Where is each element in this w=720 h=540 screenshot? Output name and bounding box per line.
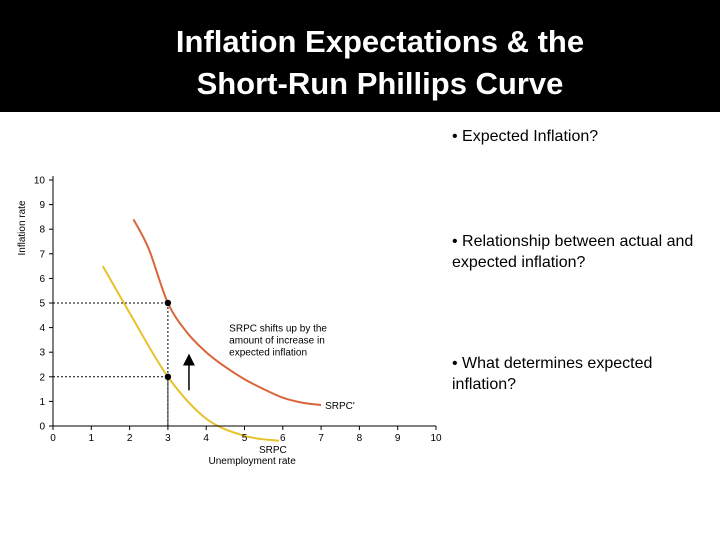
y-tick-label: 7 bbox=[39, 249, 45, 260]
shift-annotation: SRPC shifts up by the amount of increase … bbox=[229, 323, 327, 358]
y-tick-label: 8 bbox=[39, 225, 45, 236]
y-tick-label: 5 bbox=[39, 299, 45, 310]
phillips-curve-chart: 0 1 2 3 4 5 6 7 8 9 10 0 1 2 3 4 5 6 7 8 9 10 Inflation rate U… bbox=[17, 176, 442, 468]
slide-title-line-2: Short-Run Phillips Curve bbox=[196, 66, 564, 101]
x-tick-label: 4 bbox=[203, 433, 209, 444]
y-tick-label: 2 bbox=[39, 372, 45, 383]
x-axis-title: Unemployment rate bbox=[209, 456, 297, 467]
x-tick-label: 0 bbox=[50, 433, 56, 444]
bullet-determinants: • What determines expected inflation? bbox=[452, 355, 653, 393]
x-tick-label: 8 bbox=[357, 433, 363, 444]
x-tick-label: 3 bbox=[165, 433, 171, 444]
x-tick-label: 5 bbox=[242, 433, 248, 444]
x-tick-label: 9 bbox=[395, 433, 401, 444]
data-point bbox=[164, 299, 172, 307]
data-point bbox=[164, 373, 172, 380]
bullet-expected-inflation: • Expected Inflation? bbox=[452, 128, 599, 145]
y-tick-label: 3 bbox=[39, 348, 45, 359]
y-tick-label: 9 bbox=[39, 200, 45, 211]
series-srpc-curve bbox=[101, 265, 280, 442]
y-tick-label: 6 bbox=[39, 274, 45, 285]
title-bar bbox=[0, 0, 720, 112]
x-tick-label: 10 bbox=[430, 433, 442, 444]
y-tick-label: 4 bbox=[39, 323, 45, 334]
slide-title-line-1: Inflation Expectations & the bbox=[175, 24, 585, 59]
x-tick-label: 2 bbox=[127, 433, 133, 444]
y-tick-label: 1 bbox=[39, 397, 45, 408]
x-tick-label: 6 bbox=[280, 433, 286, 444]
y-axis-title: Inflation rate bbox=[17, 200, 28, 255]
series-label: SRPC' bbox=[325, 401, 355, 412]
y-tick-label: 10 bbox=[34, 176, 46, 187]
series-label: SRPC bbox=[259, 445, 287, 456]
y-tick-label: 0 bbox=[39, 422, 45, 433]
series-srpc-prime-curve bbox=[132, 218, 322, 407]
x-tick-label: 1 bbox=[89, 433, 95, 444]
bullet-actual-vs-expected: • Relationship between actual and expect… bbox=[452, 233, 694, 271]
x-tick-label: 7 bbox=[318, 433, 324, 444]
